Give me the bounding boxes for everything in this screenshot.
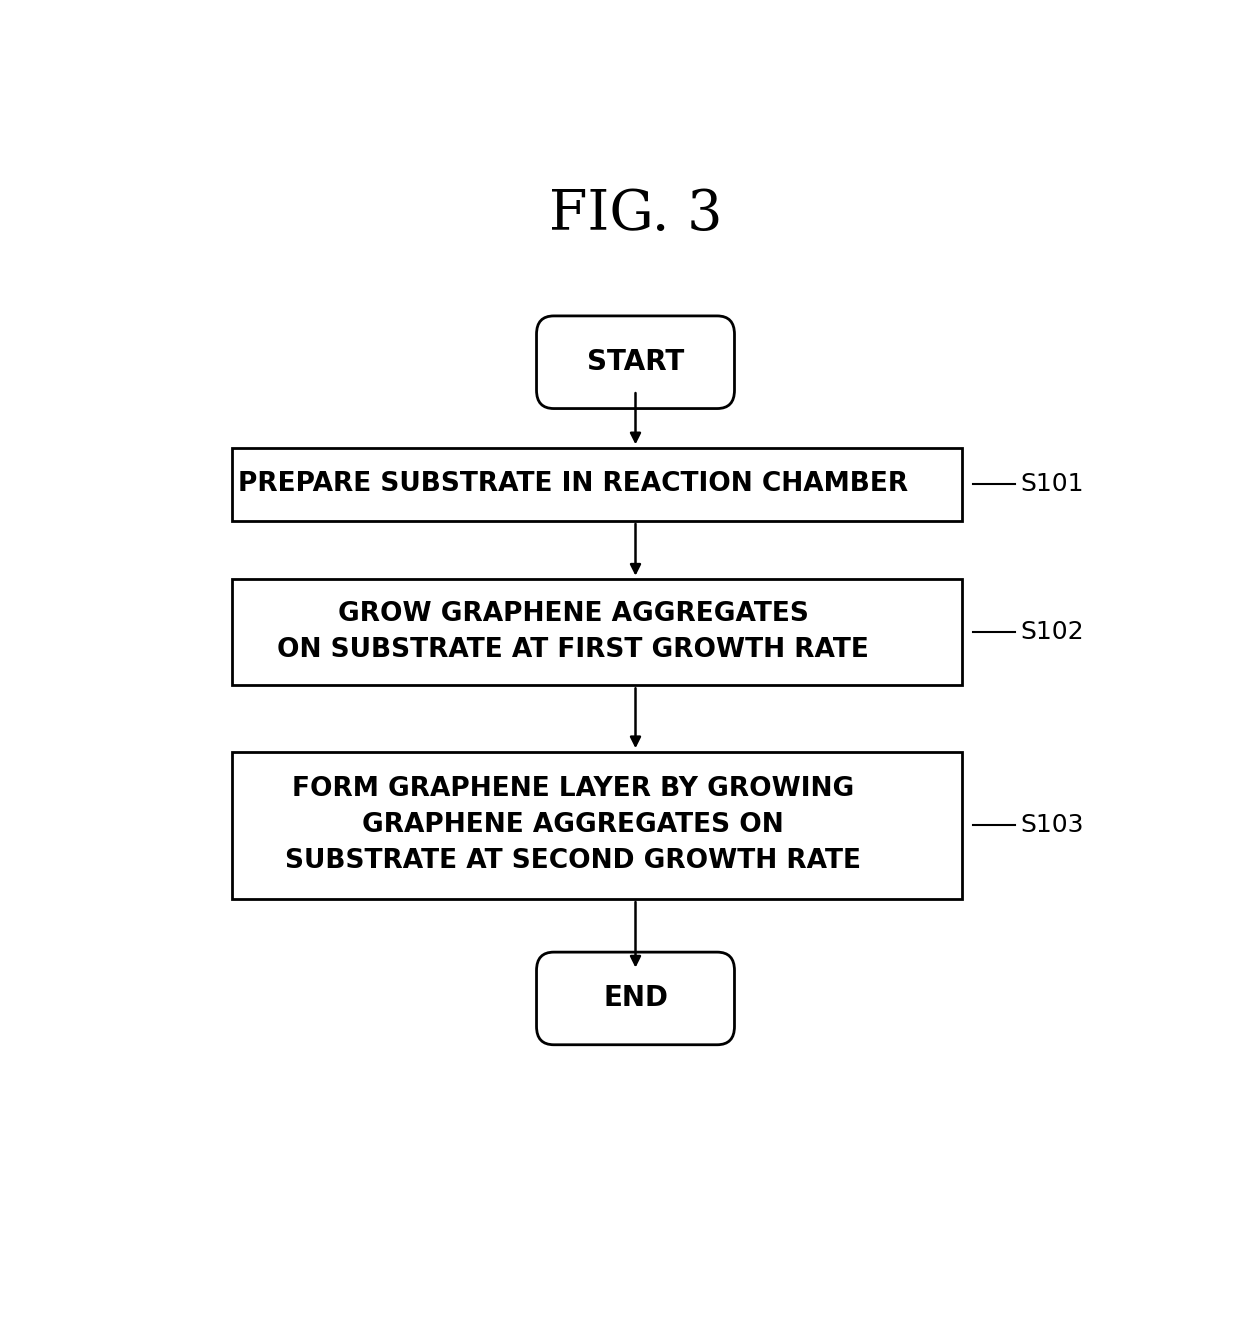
Text: END: END <box>603 985 668 1013</box>
Text: PREPARE SUBSTRATE IN REACTION CHAMBER: PREPARE SUBSTRATE IN REACTION CHAMBER <box>238 472 908 497</box>
Text: S102: S102 <box>1019 620 1084 644</box>
FancyBboxPatch shape <box>232 448 962 521</box>
FancyBboxPatch shape <box>232 579 962 685</box>
Text: FORM GRAPHENE LAYER BY GROWING
GRAPHENE AGGREGATES ON
SUBSTRATE AT SECOND GROWTH: FORM GRAPHENE LAYER BY GROWING GRAPHENE … <box>285 776 861 874</box>
FancyBboxPatch shape <box>232 752 962 899</box>
FancyBboxPatch shape <box>537 952 734 1044</box>
Text: GROW GRAPHENE AGGREGATES
ON SUBSTRATE AT FIRST GROWTH RATE: GROW GRAPHENE AGGREGATES ON SUBSTRATE AT… <box>277 602 869 662</box>
Text: S101: S101 <box>1019 472 1084 496</box>
Text: START: START <box>587 348 684 377</box>
FancyBboxPatch shape <box>537 316 734 408</box>
Text: S103: S103 <box>1019 813 1084 837</box>
Text: FIG. 3: FIG. 3 <box>549 188 722 242</box>
